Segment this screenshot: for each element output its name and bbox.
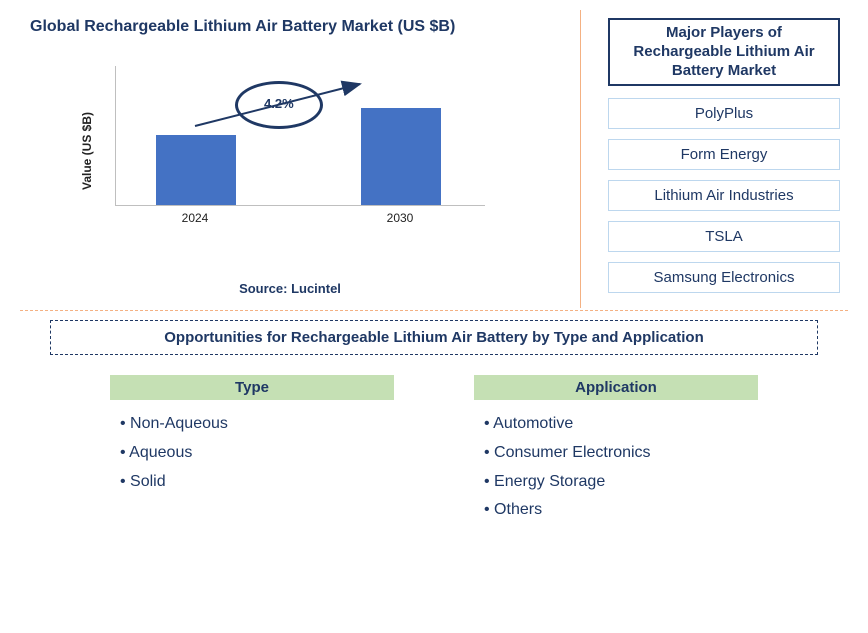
application-column: Application Automotive Consumer Electron… <box>474 375 758 525</box>
source-text: Source: Lucintel <box>0 281 580 296</box>
bar-2024 <box>156 135 236 205</box>
player-item: PolyPlus <box>608 98 840 129</box>
growth-text: 4.2% <box>264 96 294 111</box>
list-item: Consumer Electronics <box>484 439 758 468</box>
list-item: Automotive <box>484 410 758 439</box>
application-col-head: Application <box>474 375 758 400</box>
list-item: Non-Aqueous <box>120 410 394 439</box>
chart-title: Global Rechargeable Lithium Air Battery … <box>30 18 570 36</box>
player-item: TSLA <box>608 221 840 252</box>
player-item: Form Energy <box>608 139 840 170</box>
chart-wrap: Value (US $B) 2024 2030 4.2% <box>90 66 510 236</box>
players-panel: Major Players of Rechargeable Lithium Ai… <box>580 0 868 310</box>
players-header: Major Players of Rechargeable Lithium Ai… <box>608 18 840 86</box>
player-item: Samsung Electronics <box>608 262 840 293</box>
top-row: Global Rechargeable Lithium Air Battery … <box>0 0 868 310</box>
opportunities-header: Opportunities for Rechargeable Lithium A… <box>50 320 818 355</box>
list-item: Aqueous <box>120 439 394 468</box>
x-tick-1: 2030 <box>360 211 440 225</box>
x-tick-0: 2024 <box>155 211 235 225</box>
player-item: Lithium Air Industries <box>608 180 840 211</box>
list-item: Solid <box>120 468 394 497</box>
vertical-divider <box>580 10 581 308</box>
list-item: Others <box>484 496 758 525</box>
horizontal-divider <box>20 310 848 311</box>
type-col-head: Type <box>110 375 394 400</box>
application-list: Automotive Consumer Electronics Energy S… <box>474 410 758 525</box>
chart-panel: Global Rechargeable Lithium Air Battery … <box>0 0 580 310</box>
y-axis-label: Value (US $B) <box>80 112 94 190</box>
type-list: Non-Aqueous Aqueous Solid <box>110 410 394 496</box>
type-column: Type Non-Aqueous Aqueous Solid <box>110 375 394 525</box>
opportunities-panel: Opportunities for Rechargeable Lithium A… <box>0 320 868 525</box>
bar-2030 <box>361 108 441 205</box>
list-item: Energy Storage <box>484 468 758 497</box>
opportunities-columns: Type Non-Aqueous Aqueous Solid Applicati… <box>50 375 818 525</box>
